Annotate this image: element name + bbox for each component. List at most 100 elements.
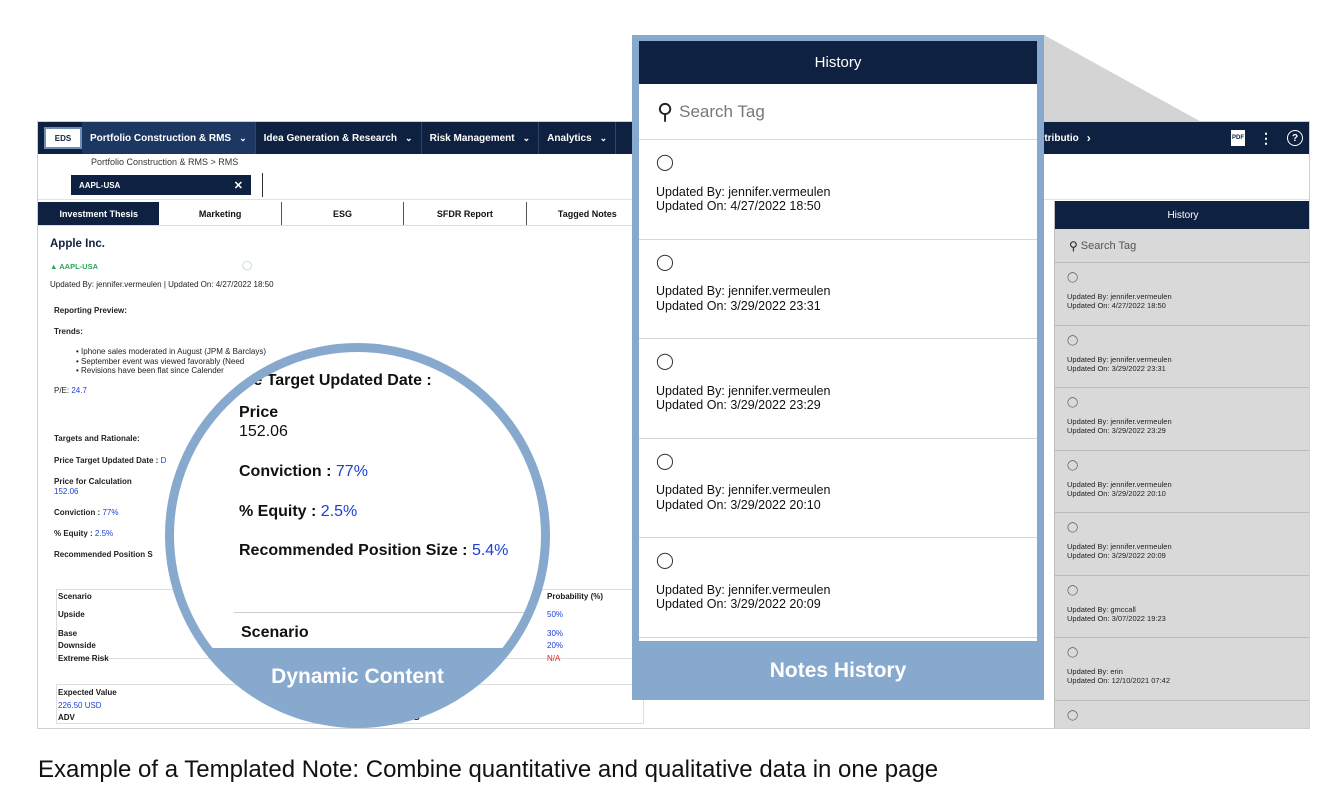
chevron-down-icon: ⌄ bbox=[522, 132, 531, 143]
search-icon: ⚲ bbox=[1069, 238, 1078, 253]
history-panel-small: History ⚲ Search Tag ◯ Updated By: jennif… bbox=[1054, 201, 1309, 729]
history-item[interactable]: ◯ Updated By: erin Updated On: 12/10/2021 … bbox=[1055, 638, 1309, 701]
ticker-label: AAPL-USA bbox=[79, 180, 121, 190]
chart-icon: ▲ bbox=[50, 262, 60, 271]
company-name: Apple Inc. bbox=[50, 238, 105, 250]
chevron-down-icon: ⌄ bbox=[599, 132, 608, 143]
history-item[interactable]: ◯ Updated By: jennifer.vermeulen Updated O… bbox=[1055, 451, 1309, 513]
history-item[interactable]: ◯ Updated By: jennifer.vermeulen Updated O… bbox=[639, 339, 1037, 439]
scenario-name: Downside bbox=[58, 641, 96, 650]
scenario-name: Extreme Risk bbox=[58, 654, 109, 663]
scenario-prob: N/A bbox=[547, 654, 561, 663]
divider bbox=[234, 612, 534, 613]
history-title: History bbox=[1055, 201, 1309, 229]
history-item[interactable]: ◯ Updated By: jennifer.vermeulen Updated O… bbox=[1055, 263, 1309, 326]
divider bbox=[262, 173, 263, 197]
history-item[interactable]: ◯ Updated By: gmccall Updated On: 3/07/202… bbox=[1055, 576, 1309, 638]
list-item: • September event was viewed favorably (… bbox=[76, 356, 245, 366]
magnifier-lens: ice Target Updated Date : Price 152.06 C… bbox=[174, 352, 541, 719]
caption: Example of a Templated Note: Combine qua… bbox=[38, 756, 939, 783]
scenario-name: Upside bbox=[58, 610, 85, 619]
tab-tagged-notes[interactable]: Tagged Notes bbox=[557, 208, 617, 219]
history-item[interactable]: ◯ Updated By: jennifer.vermeulen Updated O… bbox=[639, 439, 1037, 538]
tag-icon: ◯ bbox=[1067, 522, 1079, 533]
nav-label: Portfolio Construction & RMS bbox=[90, 132, 232, 144]
nav-analytics[interactable]: Analytics ⌄ bbox=[539, 122, 617, 154]
nav-right-tools: PDF ⋮ ? bbox=[1231, 122, 1303, 154]
tag-icon: ◯ bbox=[656, 353, 674, 370]
breadcrumb: Portfolio Construction & RMS > RMS bbox=[91, 157, 239, 167]
history-item[interactable]: ◯ Updated By: jennifer.vermeulen Updated O… bbox=[639, 538, 1037, 638]
price-calc-label: Price for Calculation bbox=[54, 477, 132, 486]
notes-history-callout: History ⚲ Search Tag ◯ Updated By: jennif… bbox=[632, 35, 1044, 700]
history-item[interactable]: ◯ Updated By: jennifer.vermeulen Updated O… bbox=[1055, 326, 1309, 388]
reporting-preview-label: Reporting Preview: bbox=[54, 306, 127, 315]
zoom-price-value: 152.06 bbox=[239, 423, 288, 440]
targets-label: Targets and Rationale: bbox=[54, 434, 140, 443]
nav-label: Idea Generation & Research bbox=[263, 132, 398, 144]
nav-portfolio-construction[interactable]: Portfolio Construction & RMS ⌄ bbox=[82, 122, 256, 154]
price-target-line: Price Target Updated Date : D bbox=[54, 456, 167, 465]
tag-icon: ◯ bbox=[1067, 584, 1079, 596]
scenario-prob: 20% bbox=[547, 641, 564, 650]
tag-icon: ◯ bbox=[1067, 647, 1079, 658]
history-item[interactable]: ◯ Updated By: jennifer.vermeulen Updated O… bbox=[1055, 388, 1309, 451]
history-item[interactable]: ◯ bbox=[1055, 701, 1309, 729]
expected-value: 226.50 USD bbox=[58, 701, 102, 710]
tag-icon: ◯ bbox=[1067, 272, 1079, 283]
trends-label: Trends: bbox=[54, 327, 83, 336]
tab-investment-thesis[interactable]: Investment Thesis bbox=[38, 202, 160, 225]
nav-idea-generation[interactable]: Idea Generation & Research ⌄ bbox=[256, 122, 422, 154]
probability-header: Probability (%) bbox=[547, 592, 604, 601]
pe-line: P/E: 24.7 bbox=[54, 386, 87, 395]
dynamic-content-magnifier: ice Target Updated Date : Price 152.06 C… bbox=[165, 343, 550, 728]
tag-icon: ◯ bbox=[1067, 709, 1079, 721]
tag-icon: ◯ bbox=[1067, 334, 1079, 346]
search-tag-input[interactable]: ⚲ Search Tag bbox=[639, 84, 1037, 140]
history-item[interactable]: ◯ Updated By: jennifer.vermeulen Updated O… bbox=[639, 140, 1037, 240]
scenario-prob: 30% bbox=[547, 629, 564, 638]
price-calc-value: 152.06 bbox=[54, 487, 79, 496]
tag-icon: ◯ bbox=[656, 154, 674, 171]
rec-position-label: Recommended Position S bbox=[54, 550, 153, 559]
pdf-icon[interactable]: PDF bbox=[1231, 130, 1245, 146]
tab-marketing[interactable]: Marketing bbox=[159, 202, 282, 225]
chevron-right-icon: › bbox=[1086, 131, 1091, 145]
conviction-line: Conviction : 77% bbox=[54, 508, 119, 517]
history-item[interactable]: ◯ Updated By: jennifer.vermeulen Updated O… bbox=[639, 240, 1037, 339]
search-placeholder: Search Tag bbox=[679, 101, 765, 121]
zoom-equity: % Equity : 2.5% bbox=[239, 503, 358, 520]
zoom-heading: ice Target Updated Date : bbox=[240, 372, 432, 389]
nav-risk-management[interactable]: Risk Management ⌄ bbox=[422, 122, 540, 154]
nav-label: Analytics bbox=[547, 132, 592, 144]
tab-esg[interactable]: ESG bbox=[282, 202, 405, 225]
help-icon[interactable]: ? bbox=[1287, 130, 1303, 146]
scenario-name: Base bbox=[58, 629, 78, 638]
zoom-conviction: Conviction : 77% bbox=[239, 463, 368, 480]
tag-icon: ◯ bbox=[1067, 397, 1079, 408]
tag-icon: ◯ bbox=[1067, 459, 1079, 471]
tag-icon: ◯ bbox=[656, 253, 674, 271]
chevron-down-icon: ⌄ bbox=[239, 132, 247, 143]
history-item[interactable]: ◯ Updated By: jennifer.vermeulen Updated O… bbox=[1055, 513, 1309, 576]
search-icon: ⚲ bbox=[657, 98, 674, 124]
chevron-down-icon: ⌄ bbox=[405, 132, 413, 143]
trends-list: • Iphone sales moderated in August (JPM … bbox=[76, 347, 266, 376]
nav-label: ttributio bbox=[1041, 132, 1079, 144]
ticker-link[interactable]: ▲ AAPL-USA bbox=[50, 262, 98, 271]
close-icon[interactable]: ✕ bbox=[233, 179, 243, 192]
notes-history-label: Notes History bbox=[769, 658, 907, 682]
search-placeholder: Search Tag bbox=[1080, 239, 1137, 252]
dynamic-content-label: Dynamic Content bbox=[271, 665, 444, 688]
more-vertical-icon[interactable]: ⋮ bbox=[1259, 129, 1273, 146]
tag-icon[interactable]: ◯ bbox=[242, 260, 253, 270]
search-tag-input[interactable]: ⚲ Search Tag bbox=[1055, 229, 1309, 263]
tab-sfdr-report[interactable]: SFDR Report bbox=[404, 202, 527, 225]
eds-logo: EDS bbox=[44, 127, 82, 149]
nav-attribution[interactable]: ttributio › bbox=[1041, 122, 1091, 154]
tab-bar: Investment Thesis Marketing ESG SFDR Rep… bbox=[38, 202, 648, 226]
updated-line: Updated By: jennifer.vermeulen | Updated… bbox=[50, 280, 274, 289]
nav-label: Risk Management bbox=[429, 132, 515, 144]
tag-icon: ◯ bbox=[656, 452, 674, 470]
ticker-chip[interactable]: AAPL-USA ✕ bbox=[71, 175, 251, 195]
